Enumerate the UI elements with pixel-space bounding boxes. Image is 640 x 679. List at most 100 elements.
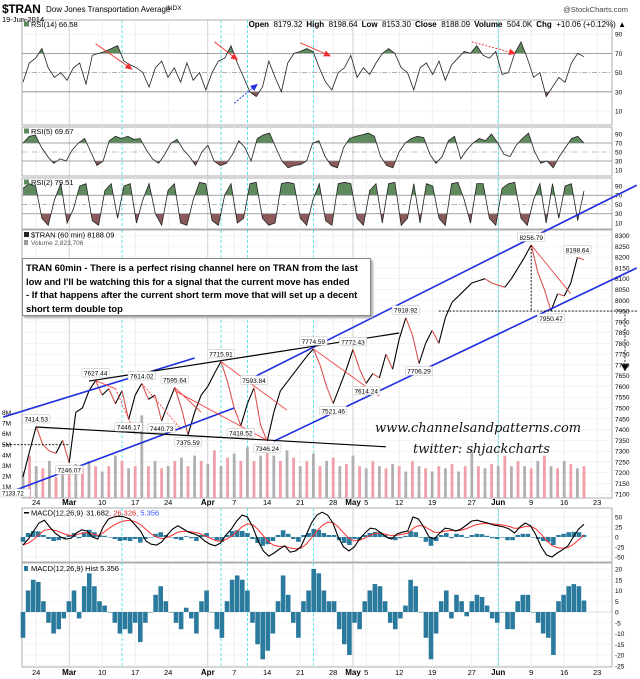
price-segment [306, 348, 314, 357]
volume-bar [470, 450, 474, 498]
volume-bar [120, 460, 124, 498]
hist-bar [454, 594, 459, 612]
hist-bar [255, 612, 260, 645]
macd-hist-bar [433, 537, 439, 541]
price-tick-label: 8200 [615, 255, 630, 262]
price-label: 7446.17 [117, 425, 141, 432]
volume-tick-label: 7M [2, 421, 11, 428]
x-tick-label: 27 [468, 668, 476, 677]
x-tick-label: 10 [98, 498, 106, 507]
symbol: $TRAN [2, 2, 41, 16]
hist-bar [87, 573, 92, 612]
macd-hist-bar [245, 533, 250, 537]
price-segment [425, 330, 433, 344]
volume-bar [496, 466, 500, 498]
price-segment [398, 317, 407, 340]
red-trendline [95, 380, 116, 389]
quote-value: 8198.64 [328, 20, 358, 29]
arrowhead-icon [250, 83, 258, 91]
price-segment [273, 390, 281, 413]
rsi2-legend: RSI(2) 79.51 [31, 178, 74, 187]
hist-bar [510, 612, 515, 630]
x-tick-label: 12 [395, 498, 403, 507]
hist-bar [336, 612, 342, 630]
price-segment [62, 440, 70, 463]
price-label: 7950.47 [539, 316, 563, 323]
price-label: 7414.53 [24, 416, 48, 423]
volume-bar [503, 455, 507, 498]
hist-bar [280, 575, 286, 612]
y-tick-label: 90 [615, 132, 623, 139]
min-label-box [0, 488, 31, 498]
price-tick-label: 7750 [615, 352, 630, 359]
x-tick-label: 14 [263, 668, 271, 677]
price-segment [114, 390, 123, 404]
price-label-box [114, 422, 143, 432]
macd-hist-bar [581, 534, 587, 537]
price-segment [213, 361, 222, 374]
macd-hist-bar [296, 537, 301, 542]
quote-key: Close [414, 20, 437, 29]
hist-tick-label: 15 [615, 577, 623, 584]
macd-tick-label: 50 [615, 515, 623, 522]
hist-bar [357, 612, 362, 630]
macd-tick-label: -25 [615, 545, 625, 552]
hist-bar [484, 605, 490, 612]
volume-bar [67, 471, 71, 498]
volume-bar [477, 466, 480, 498]
macd-hist-bar [484, 535, 490, 537]
indicator-icon [24, 179, 29, 185]
hist-bar [25, 590, 31, 612]
hist-tick-label: -20 [615, 653, 625, 660]
price-segment [570, 257, 578, 284]
hist-bar [540, 612, 546, 634]
hist-bar [418, 612, 424, 613]
price-segment [22, 450, 31, 478]
hist-bar [428, 612, 434, 660]
hist-bar [265, 612, 271, 651]
macd-hist-bar [474, 533, 480, 537]
volume-bar [219, 466, 223, 498]
price-label: 7772.43 [341, 339, 365, 346]
volume-bar [523, 466, 526, 498]
volume-bar [384, 468, 388, 498]
macd-hist-bar [66, 535, 72, 537]
hist-bar [525, 594, 531, 612]
rsi-annotation-arrow [300, 42, 327, 55]
macd-hist-bar [311, 529, 316, 537]
price-tick-label: 7850 [615, 330, 630, 337]
price-segment [517, 256, 526, 269]
price-segment [312, 348, 321, 366]
rsi-annotation-arrow [233, 86, 255, 104]
hist-tick-label: 0 [615, 610, 619, 617]
price-segment [478, 278, 486, 282]
hist-bar [321, 590, 327, 612]
volume-bar [166, 466, 170, 498]
price-label-box [537, 313, 565, 323]
macd-hist-bar [525, 533, 531, 537]
macd-legend-icon [24, 512, 29, 514]
volume-bar [180, 457, 183, 498]
macd-hist-bar [240, 531, 245, 537]
price-label: 7521.46 [321, 408, 345, 415]
macd-hist-bar [76, 537, 82, 539]
price-segment [128, 394, 136, 420]
price-segment [194, 394, 202, 413]
hist-bar [81, 586, 87, 612]
volume-tick-label: 2M [2, 474, 11, 481]
price-segment [438, 317, 446, 344]
price-label-box [160, 375, 189, 385]
volume-bar [100, 471, 104, 498]
hist-bar [163, 601, 169, 612]
hist-bar [214, 612, 220, 630]
volume-bar [417, 466, 421, 498]
price-segment [557, 293, 565, 297]
hist-bar [393, 612, 398, 630]
macd-hist-bar [505, 537, 510, 541]
price-segment [253, 387, 262, 426]
y-tick-label: 30 [615, 211, 623, 218]
price-tick-label: 8050 [615, 287, 630, 294]
index-name: Dow Jones Transportation Average [46, 5, 171, 14]
y-tick-label: 70 [615, 193, 623, 200]
price-segment [418, 343, 427, 364]
